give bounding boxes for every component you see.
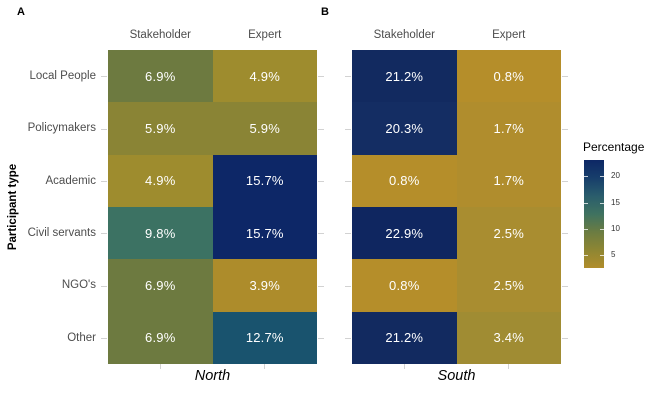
heatmap-cell: 15.7% — [212, 206, 317, 260]
legend-title: Percentage — [583, 140, 645, 154]
heatmap-cell: 6.9% — [108, 311, 213, 364]
panel-a-axis-title: North — [194, 368, 231, 384]
heatmap-cell: 3.4% — [456, 311, 561, 364]
heatmap-cell: 6.9% — [108, 50, 213, 103]
legend-gradient — [584, 160, 604, 268]
heatmap-cell: 21.2% — [352, 50, 457, 103]
heatmap-cell: 1.7% — [456, 102, 561, 155]
legend-tick-5: 5 — [611, 250, 616, 259]
panel-a-letter: A — [17, 6, 25, 18]
heatmap-cell: 0.8% — [456, 50, 561, 103]
panel-b-column-headers: Stakeholder Expert — [352, 27, 561, 43]
row-label-academic: Academic — [45, 174, 97, 187]
y-axis-labels: Local People Policymakers Academic Civil… — [0, 50, 98, 364]
col-header-expert: Expert — [248, 29, 282, 41]
heatmap-cell: 5.9% — [108, 102, 213, 155]
row-label-policymakers: Policymakers — [27, 122, 96, 135]
heatmap-cell: 2.5% — [456, 206, 561, 260]
heatmap-cell: 0.8% — [352, 154, 457, 207]
panel-a-column-headers: Stakeholder Expert — [108, 27, 317, 43]
heatmap-cell: 5.9% — [212, 102, 317, 155]
panel-a-heatmap: 6.9% 4.9% 5.9% 5.9% 4.9% 15.7% 9.8% 15.7… — [108, 50, 317, 364]
col-header-stakeholder: Stakeholder — [129, 29, 191, 41]
panel-b-axis-title: South — [437, 368, 476, 384]
row-label-civil-servants: Civil servants — [27, 227, 96, 240]
heatmap-cell: 0.8% — [352, 259, 457, 312]
heatmap-cell: 20.3% — [352, 102, 457, 155]
panel-b-heatmap: 21.2% 0.8% 20.3% 1.7% 0.8% 1.7% 22.9% 2.… — [352, 50, 561, 364]
row-label-ngos: NGO's — [61, 279, 96, 292]
col-header-expert: Expert — [492, 29, 526, 41]
heatmap-cell: 2.5% — [456, 259, 561, 312]
legend-tick-20: 20 — [611, 171, 620, 180]
heatmap-cell: 9.8% — [108, 206, 213, 260]
heatmap-cell: 1.7% — [456, 154, 561, 207]
row-label-other: Other — [67, 331, 96, 344]
panel-b-letter: B — [321, 6, 329, 18]
heatmap-cell: 4.9% — [108, 154, 213, 207]
heatmap-cell: 3.9% — [212, 259, 317, 312]
legend-tick-10: 10 — [611, 224, 620, 233]
heatmap-cell: 22.9% — [352, 206, 457, 260]
legend-tick-15: 15 — [611, 198, 620, 207]
heatmap-cell: 21.2% — [352, 311, 457, 364]
heatmap-cell: 12.7% — [212, 311, 317, 364]
col-header-stakeholder: Stakeholder — [373, 29, 435, 41]
row-label-local-people: Local People — [29, 70, 97, 83]
heatmap-cell: 6.9% — [108, 259, 213, 312]
heatmap-cell: 4.9% — [212, 50, 317, 103]
heatmap-cell: 15.7% — [212, 154, 317, 207]
